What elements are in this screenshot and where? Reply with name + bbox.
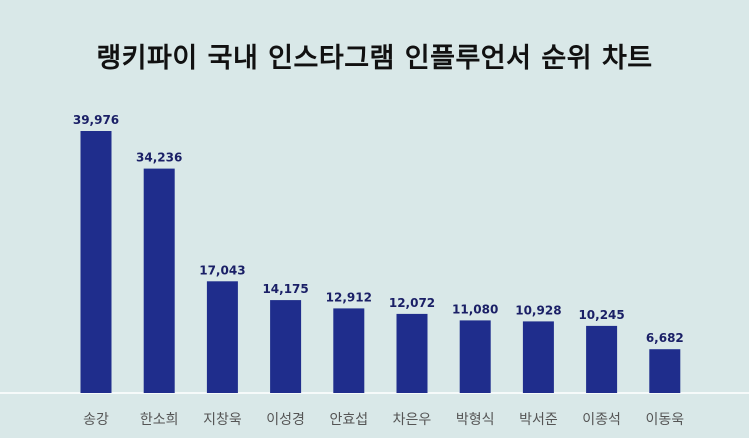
bar-7	[459, 320, 491, 393]
category-label-4: 이성경	[266, 412, 305, 428]
bar-1	[80, 131, 112, 393]
category-label-7: 박형식	[456, 412, 495, 428]
category-label-5: 안효섭	[329, 412, 368, 428]
category-label-1: 송강	[83, 412, 109, 428]
value-label-group: 39,976 34,236 17,043 14,175 12,912 12,072 11,0…	[73, 113, 684, 345]
bar-4	[270, 300, 302, 393]
value-label-2: 34,236	[136, 151, 182, 165]
value-label-4: 14,175	[262, 282, 308, 296]
bar-5	[333, 308, 365, 393]
value-label-8: 10,928	[515, 303, 561, 317]
bar-2	[143, 168, 175, 393]
category-label-6: 차은우	[393, 412, 432, 428]
bar-group	[80, 131, 681, 393]
value-label-3: 17,043	[199, 263, 245, 277]
chart-title: 랭키파이 국내 인스타그램 인플루언서 순위 차트	[96, 43, 653, 74]
bar-9	[586, 325, 618, 393]
value-label-9: 10,245	[578, 308, 624, 322]
category-label-8: 박서준	[519, 412, 558, 428]
category-label-2: 한소희	[140, 412, 179, 428]
category-label-9: 이종석	[582, 412, 621, 428]
value-label-1: 39,976	[73, 113, 119, 127]
category-label-group: 송강 한소희 지창욱 이성경 안효섭 차은우 박형식 박서준 이종석 이동욱	[83, 412, 684, 428]
value-label-5: 12,912	[326, 290, 372, 304]
value-label-6: 12,072	[389, 296, 435, 310]
bar-3	[206, 281, 238, 393]
value-label-10: 6,682	[646, 331, 684, 345]
bar-8	[522, 321, 554, 393]
category-label-10: 이동욱	[645, 412, 684, 428]
bar-10	[649, 349, 681, 393]
value-label-7: 11,080	[452, 302, 498, 316]
bar-6	[396, 313, 428, 393]
category-label-3: 지창욱	[203, 412, 242, 428]
